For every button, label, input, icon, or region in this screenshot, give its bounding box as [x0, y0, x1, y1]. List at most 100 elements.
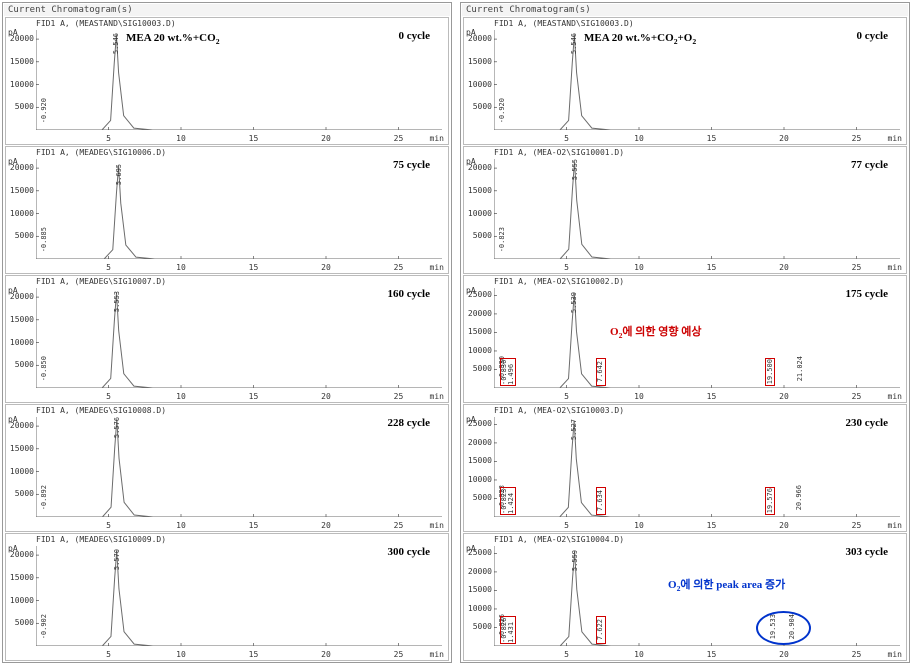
x-tick: 5	[564, 521, 569, 530]
y-tick: 10000	[8, 596, 34, 605]
x-tick: 5	[106, 263, 111, 272]
y-tick: 10000	[8, 467, 34, 476]
x-tick: 5	[564, 134, 569, 143]
col-header-right: Current Chromatogram(s)	[462, 4, 908, 16]
x-tick: 15	[249, 521, 259, 530]
x-tick: 10	[634, 263, 644, 272]
peak-curve	[36, 159, 442, 259]
file-label: FID1 A, (MEADEG\SIG10008.D)	[36, 406, 166, 415]
y-tick: 5000	[466, 102, 492, 111]
chromatogram-panel: FID1 A, (MEADEG\SIG10008.D)pA50001000015…	[5, 404, 449, 532]
peak-curve	[494, 159, 900, 259]
x-axis-unit: min	[888, 263, 902, 272]
file-label: FID1 A, (MEASTAND\SIG10003.D)	[36, 19, 176, 28]
chromatogram-panel: FID1 A, (MEA-O2\SIG10003.D)pA50001000015…	[463, 404, 907, 532]
y-tick: 20000	[8, 34, 34, 43]
chart-area	[36, 417, 442, 517]
y-tick: 20000	[466, 438, 492, 447]
x-tick: 10	[634, 521, 644, 530]
y-tick: 15000	[466, 186, 492, 195]
chart-area	[494, 417, 900, 517]
red-annotation: O2에 의한 영향 예상	[610, 323, 702, 340]
x-tick: 10	[176, 521, 186, 530]
file-label: FID1 A, (MEASTAND\SIG10003.D)	[494, 19, 634, 28]
y-tick: 15000	[466, 456, 492, 465]
chromatogram-panel: FID1 A, (MEASTAND\SIG10003.D)pA500010000…	[463, 17, 907, 145]
highlighted-peak-box: -0.823 1.424	[500, 487, 516, 515]
y-tick: 5000	[466, 231, 492, 240]
y-tick: 15000	[8, 573, 34, 582]
cycle-label: 75 cycle	[393, 159, 430, 171]
baseline-rt-label: -0.902	[40, 614, 48, 639]
file-label: FID1 A, (MEA-O2\SIG10004.D)	[494, 535, 624, 544]
highlighted-peak-box: -0.830 1.496	[500, 358, 516, 386]
chart-area	[494, 546, 900, 646]
cycle-label: 0 cycle	[399, 30, 430, 42]
x-tick: 25	[394, 650, 404, 659]
y-tick: 10000	[466, 604, 492, 613]
chart-area	[36, 546, 442, 646]
chart-area	[494, 30, 900, 130]
x-tick: 20	[779, 263, 789, 272]
highlighted-peak-box: 19.576	[765, 487, 775, 515]
y-tick: 20000	[8, 550, 34, 559]
y-tick: 20000	[466, 163, 492, 172]
y-tick: 20000	[8, 421, 34, 430]
file-label: FID1 A, (MEADEG\SIG10007.D)	[36, 277, 166, 286]
y-tick: 10000	[466, 209, 492, 218]
chromatogram-panel: FID1 A, (MEA-O2\SIG10004.D)pA50001000015…	[463, 533, 907, 661]
baseline-rt-label: -0.885	[40, 227, 48, 252]
y-tick: 5000	[8, 489, 34, 498]
baseline-rt-label: -0.823	[498, 227, 506, 252]
right-column-title: MEA 20 wt.%+CO2+O2	[584, 32, 696, 46]
x-tick: 10	[634, 650, 644, 659]
y-tick: 15000	[466, 327, 492, 336]
x-tick: 15	[707, 392, 717, 401]
x-tick: 5	[106, 134, 111, 143]
peak-rt-label: 5.555	[571, 159, 579, 180]
x-tick: 25	[394, 521, 404, 530]
y-tick: 20000	[8, 163, 34, 172]
peak-rt-label: 5.546	[112, 33, 120, 54]
peak-curve	[36, 30, 442, 130]
x-axis-unit: min	[888, 134, 902, 143]
y-tick: 15000	[8, 57, 34, 66]
x-tick: 10	[634, 392, 644, 401]
chromatogram-panel: FID1 A, (MEADEG\SIG10007.D)pA50001000015…	[5, 275, 449, 403]
chart-area	[36, 30, 442, 130]
x-tick: 20	[779, 650, 789, 659]
file-label: FID1 A, (MEA-O2\SIG10002.D)	[494, 277, 624, 286]
x-tick: 5	[564, 650, 569, 659]
peak-curve	[494, 417, 900, 517]
y-tick: 20000	[8, 292, 34, 301]
highlighted-peak-box: -0.826 1.431	[500, 616, 516, 644]
x-tick: 10	[176, 263, 186, 272]
x-tick: 20	[779, 392, 789, 401]
x-axis-unit: min	[888, 650, 902, 659]
baseline-rt-label: -0.920	[40, 98, 48, 123]
y-tick: 15000	[8, 444, 34, 453]
x-axis-unit: min	[430, 650, 444, 659]
y-tick: 20000	[466, 309, 492, 318]
cycle-label: 160 cycle	[388, 288, 430, 300]
chromatogram-panel: FID1 A, (MEADEG\SIG10006.D)pA50001000015…	[5, 146, 449, 274]
x-tick: 15	[249, 134, 259, 143]
y-tick: 20000	[466, 34, 492, 43]
chromatogram-panel: FID1 A, (MEA-O2\SIG10001.D)pA50001000015…	[463, 146, 907, 274]
x-tick: 20	[321, 521, 331, 530]
x-tick: 20	[321, 134, 331, 143]
y-tick: 5000	[466, 622, 492, 631]
peak-curve	[36, 288, 442, 388]
peak-rt-label: 5.695	[115, 164, 123, 185]
y-tick: 25000	[466, 548, 492, 557]
peak-rt-label: 5.539	[570, 292, 578, 313]
x-tick: 15	[707, 650, 717, 659]
baseline-rt-label: -0.850	[40, 356, 48, 381]
left-column: Current Chromatogram(s) FID1 A, (MEASTAN…	[2, 2, 452, 663]
y-tick: 5000	[8, 231, 34, 240]
x-axis-unit: min	[430, 392, 444, 401]
x-tick: 15	[249, 263, 259, 272]
peak-rt-label: 5.559	[571, 550, 579, 571]
x-tick: 20	[321, 263, 331, 272]
y-tick: 10000	[8, 338, 34, 347]
